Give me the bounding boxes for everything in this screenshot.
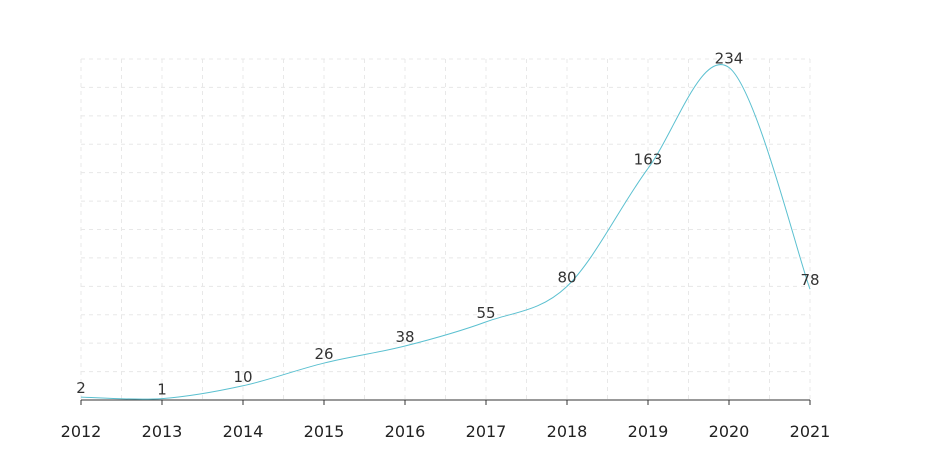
- series-line: [80, 64, 811, 400]
- data-label: 38: [395, 328, 414, 346]
- series: [80, 64, 811, 400]
- data-label: 80: [557, 268, 576, 286]
- x-tick-label: 2012: [61, 422, 102, 441]
- data-label: 234: [715, 50, 744, 68]
- data-label: 26: [314, 345, 333, 363]
- x-tick-label: 2018: [547, 422, 588, 441]
- data-label: 1: [157, 381, 167, 399]
- x-tick-label: 2017: [466, 422, 507, 441]
- x-axis: 2012 2013 2014 2015 2016 2017 2018 2019 2020 2021: [61, 399, 831, 441]
- x-tick-label: 2019: [628, 422, 669, 441]
- data-label: 55: [476, 304, 495, 322]
- x-tick-label: 2020: [709, 422, 750, 441]
- data-labels: 2 1 10 26 38 55 80 163 234 78: [76, 50, 819, 399]
- x-tick-label: 2021: [790, 422, 831, 441]
- grid: [80, 58, 811, 400]
- x-tick-label: 2013: [142, 422, 183, 441]
- data-label: 10: [233, 368, 252, 386]
- data-label: 2: [76, 379, 86, 397]
- x-tick-label: 2016: [385, 422, 426, 441]
- x-tick-label: 2014: [223, 422, 264, 441]
- x-tick-label: 2015: [304, 422, 345, 441]
- data-label: 163: [634, 150, 663, 168]
- data-label: 78: [800, 271, 819, 289]
